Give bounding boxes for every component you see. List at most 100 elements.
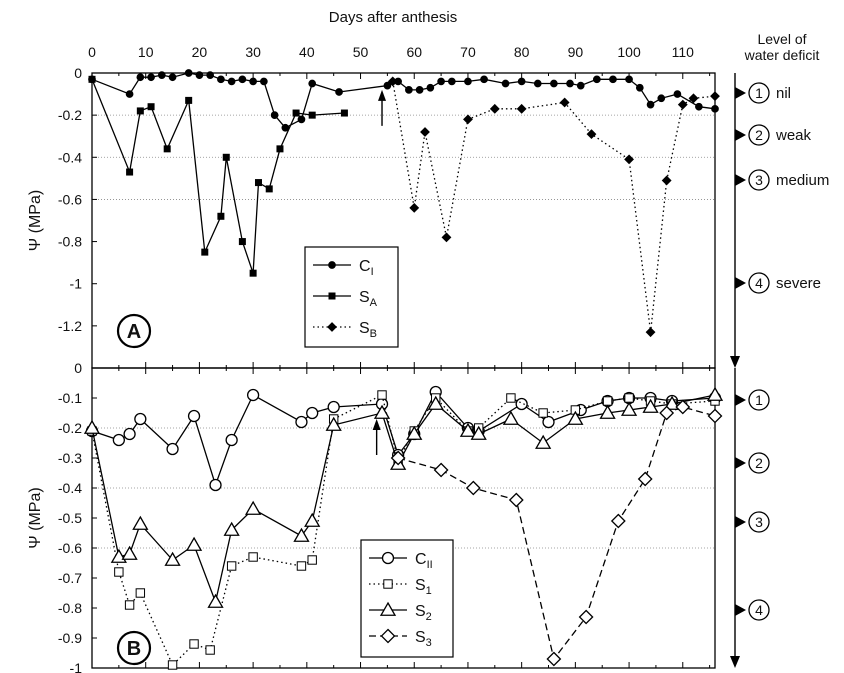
level-pointer	[735, 394, 746, 406]
x-tick-label: 110	[672, 44, 695, 60]
level-number: 3	[755, 514, 763, 530]
y-tick-label: -0.8	[58, 234, 82, 250]
data-point-CI	[405, 86, 413, 94]
data-point-S2	[132, 515, 149, 530]
x-tick-label: 60	[406, 44, 422, 60]
data-point-CII	[166, 442, 179, 456]
data-point-S1	[167, 660, 178, 670]
y-axis-label: Ψ (MPa)	[27, 190, 44, 251]
legend-swatch-marker	[381, 551, 395, 565]
y-tick-label: -1	[70, 276, 83, 292]
level-name: medium	[776, 172, 829, 189]
data-point-SA	[185, 96, 193, 104]
legend-subscript: I	[371, 266, 374, 278]
data-point-CI	[415, 86, 424, 94]
data-point-SA	[308, 111, 316, 119]
data-point-CI	[238, 75, 247, 84]
data-point-CII	[123, 427, 136, 441]
data-point-S2	[325, 416, 342, 431]
x-tick-label: 20	[192, 44, 208, 60]
data-point-S1	[205, 645, 215, 655]
series-line-SA	[91, 79, 345, 274]
legend-box	[304, 246, 399, 348]
right-heading-line-1: Level of	[757, 31, 806, 47]
level-number: 1	[755, 392, 763, 408]
y-tick-label: -0.4	[58, 480, 82, 496]
data-point-S2	[304, 512, 321, 527]
legend-swatch-marker	[328, 261, 336, 269]
y-tick-label: -1.2	[58, 318, 82, 334]
data-point-SA	[217, 212, 225, 220]
y-tick-label: -0.1	[58, 390, 82, 406]
data-point-CI	[550, 79, 558, 88]
data-point-SA	[201, 248, 209, 256]
data-point-SA	[163, 145, 171, 153]
data-point-CI	[533, 79, 542, 88]
data-point-S2	[207, 593, 224, 608]
level-axis-arrowhead	[730, 656, 740, 668]
data-point-SB	[661, 175, 672, 186]
series-line-S2	[91, 394, 716, 605]
level-number-ring	[748, 82, 770, 104]
legend-subscript: 2	[426, 611, 432, 623]
data-point-CI	[517, 77, 526, 86]
data-point-S2	[83, 419, 101, 434]
data-point-CII	[246, 388, 260, 402]
data-point-SA	[238, 238, 246, 246]
legend-swatch-marker	[383, 579, 393, 589]
data-point-S2	[245, 500, 262, 515]
data-point-S1	[307, 555, 317, 565]
data-point-S2	[535, 434, 552, 449]
data-point-SB	[710, 91, 720, 102]
data-point-CI	[308, 79, 317, 88]
legend-box	[360, 539, 454, 658]
legend-subscript: II	[427, 559, 433, 571]
data-point-SB	[688, 93, 699, 104]
data-point-S2	[599, 404, 616, 419]
data-point-CII	[112, 433, 126, 447]
level-pointer	[735, 457, 746, 469]
legend-label: CI	[359, 258, 374, 278]
data-point-CI	[576, 81, 585, 90]
data-point-S3	[610, 513, 626, 529]
data-point-S3	[637, 471, 653, 487]
data-point-S1	[296, 561, 307, 571]
level-number-ring	[748, 124, 770, 146]
event-arrow-head	[378, 89, 387, 101]
level-name: weak	[775, 127, 812, 144]
level-number: 2	[755, 127, 763, 143]
data-point-S2	[663, 395, 681, 410]
data-point-SB	[420, 127, 430, 137]
y-tick-label: -0.9	[58, 630, 82, 646]
data-point-CII	[327, 400, 340, 414]
data-point-CI	[447, 77, 456, 86]
level-pointer	[735, 129, 746, 141]
data-point-CI	[270, 111, 279, 119]
data-point-S2	[620, 401, 638, 416]
y-tick-label: 0	[74, 360, 82, 376]
data-point-CI	[592, 75, 601, 84]
data-point-S2	[406, 425, 423, 440]
data-point-S1	[377, 390, 387, 400]
x-tick-label: 0	[88, 44, 96, 60]
level-pointer	[735, 87, 746, 99]
data-point-CI	[609, 75, 617, 84]
data-point-CI	[227, 77, 236, 86]
data-point-CI	[335, 88, 343, 96]
data-point-CI	[260, 77, 268, 86]
data-point-SB	[387, 76, 398, 87]
data-point-CII	[542, 415, 555, 429]
series-line-CII	[91, 390, 716, 488]
data-point-CII	[306, 406, 319, 420]
data-point-S1	[124, 600, 135, 610]
data-point-S2	[427, 395, 444, 410]
level-pointer	[735, 174, 746, 186]
panel-label: A	[127, 321, 141, 343]
x-tick-label: 70	[460, 44, 476, 60]
data-point-SB	[516, 103, 527, 114]
data-point-S1	[624, 393, 634, 403]
data-point-SA	[292, 109, 300, 117]
data-point-S1	[506, 393, 516, 403]
data-point-SA	[276, 145, 284, 153]
data-point-S2	[706, 386, 724, 401]
